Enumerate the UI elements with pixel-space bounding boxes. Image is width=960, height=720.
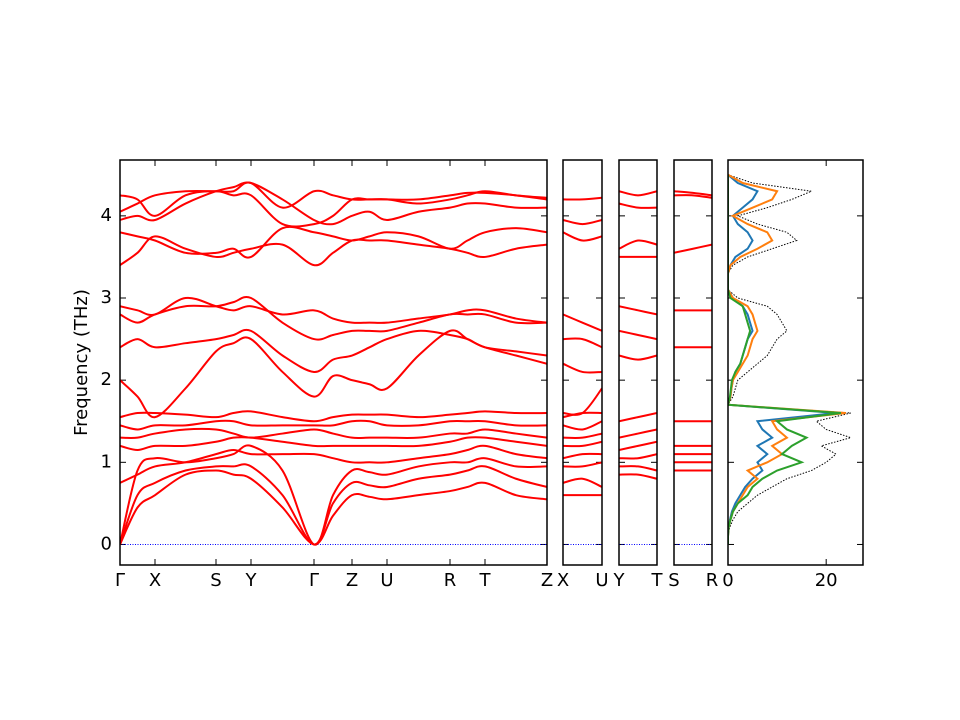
x-tick-label: U	[595, 570, 608, 591]
x-tick-label: S	[210, 570, 221, 591]
band-line	[674, 194, 712, 199]
band-line	[619, 329, 657, 341]
panel-frame	[618, 159, 658, 566]
panel-frame	[673, 159, 713, 566]
x-tick-label: R	[706, 570, 719, 591]
band-line	[120, 190, 547, 228]
x-tick-label: Γ	[309, 570, 319, 591]
band-line	[619, 453, 657, 460]
band-line	[563, 218, 602, 226]
band-line	[563, 337, 602, 349]
band-line	[563, 420, 602, 431]
panel-frame	[119, 159, 548, 566]
dos-line	[728, 174, 842, 545]
band-line	[120, 328, 547, 373]
band-line	[563, 452, 602, 460]
y-tick-label: 4	[101, 205, 112, 226]
x-tick-label: X	[149, 570, 161, 591]
dos-line	[728, 173, 846, 545]
panel-frame	[727, 159, 864, 566]
band-line	[674, 243, 712, 254]
band-line	[619, 305, 657, 316]
y-tick-label: 0	[101, 533, 112, 554]
band-line	[120, 235, 547, 267]
band-line	[563, 387, 602, 416]
band-line	[120, 181, 547, 213]
band-line	[619, 190, 657, 197]
band-line	[619, 354, 657, 361]
x-tick-label: T	[479, 570, 492, 591]
band-line	[120, 463, 547, 546]
band-line	[120, 296, 547, 341]
x-tick-label: Z	[346, 570, 358, 591]
dos-line	[728, 174, 853, 545]
band-line	[619, 473, 657, 480]
x-tick-label: S	[668, 570, 679, 591]
band-line	[120, 436, 547, 451]
band-line	[563, 461, 602, 468]
x-tick-label: R	[444, 570, 457, 591]
band-line	[563, 196, 602, 201]
band-line	[563, 231, 602, 242]
band-line	[563, 362, 602, 374]
x-tick-label: T	[651, 570, 664, 591]
band-line	[563, 440, 602, 448]
x-tick-label: Z	[541, 570, 553, 591]
band-line	[120, 469, 547, 546]
panel-frame	[562, 159, 603, 566]
y-tick-label: 2	[101, 369, 112, 390]
x-tick-label: Y	[245, 570, 258, 591]
band-line	[120, 444, 547, 546]
band-line	[674, 190, 712, 197]
band-line	[619, 202, 657, 209]
x-tick-label: 20	[815, 570, 838, 591]
band-line	[619, 412, 657, 423]
band-line	[120, 410, 547, 423]
y-tick-label: 3	[101, 287, 112, 308]
x-tick-label: 0	[722, 570, 733, 591]
band-line	[563, 313, 602, 332]
band-line	[619, 428, 657, 439]
y-tick-label: 1	[101, 451, 112, 472]
band-line	[563, 477, 602, 488]
band-line	[120, 427, 547, 439]
band-line	[120, 296, 547, 324]
x-tick-label: U	[380, 570, 393, 591]
band-line	[619, 440, 657, 451]
band-line	[120, 225, 547, 259]
band-line	[120, 444, 547, 484]
band-line	[619, 465, 657, 472]
band-line	[120, 419, 547, 431]
band-line	[619, 239, 657, 250]
x-tick-label: X	[557, 570, 569, 591]
x-tick-label: Γ	[115, 570, 125, 591]
band-line	[120, 181, 547, 226]
x-tick-label: Y	[613, 570, 626, 591]
band-line	[563, 432, 602, 439]
y-axis-label: Frequency (THz)	[71, 289, 92, 436]
